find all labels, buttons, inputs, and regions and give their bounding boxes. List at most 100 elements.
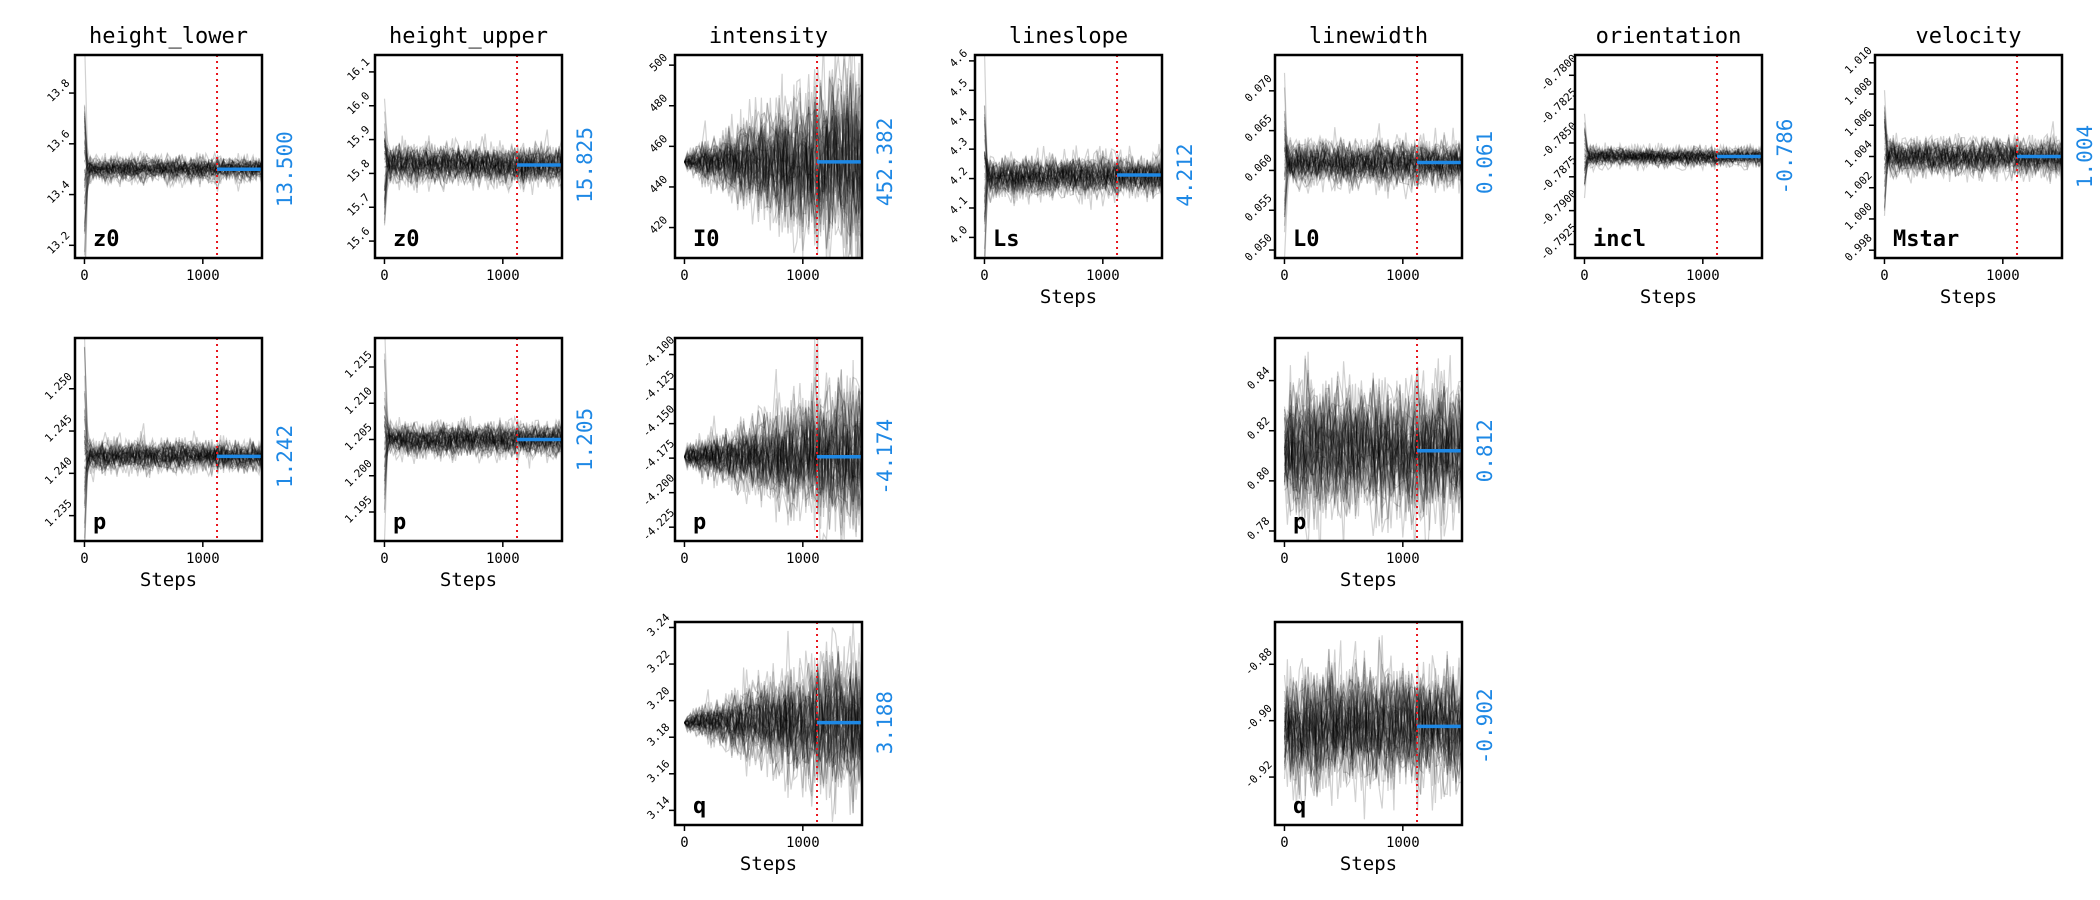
walker-trace	[83, 117, 262, 188]
walker-trace	[683, 391, 862, 513]
walker-trace	[1283, 380, 1462, 494]
walker-trace	[684, 660, 862, 795]
walker-trace	[684, 422, 862, 541]
walker-trace	[383, 423, 562, 460]
median-value-label: 1.242	[273, 425, 297, 488]
column-title: orientation	[1596, 24, 1742, 49]
walker-trace	[983, 160, 1162, 199]
walker-trace	[684, 695, 862, 815]
walker-trace	[1583, 144, 1762, 167]
walker-trace	[1284, 137, 1462, 184]
walker-trace	[1283, 358, 1462, 491]
walker-trace	[383, 143, 562, 221]
median-value-label: -4.174	[873, 419, 897, 495]
walker-trace	[83, 440, 262, 472]
walker-trace	[83, 150, 262, 181]
walker-trace	[83, 153, 262, 227]
param-label: Ls	[993, 227, 1020, 252]
walker-trace	[1283, 372, 1462, 517]
walker-trace	[1883, 118, 2062, 166]
walker-trace	[383, 423, 562, 513]
walker-trace	[83, 158, 262, 253]
walker-trace	[684, 635, 862, 737]
param-label: z0	[393, 227, 420, 252]
walker-trace	[683, 381, 862, 492]
walker-trace	[1283, 382, 1462, 495]
walker-trace	[683, 415, 862, 508]
walker-trace	[1283, 662, 1462, 778]
walker-trace	[684, 667, 862, 769]
walker-trace	[83, 443, 262, 473]
walker-trace	[683, 666, 862, 748]
walker-trace	[383, 111, 562, 188]
walker-trace	[1884, 139, 2062, 171]
median-value-label: 15.825	[573, 127, 597, 203]
walker-trace	[1283, 140, 1462, 182]
walker-trace	[383, 420, 562, 461]
walker-trace	[684, 368, 862, 483]
walker-trace	[383, 145, 562, 183]
column-title: height_upper	[389, 24, 548, 49]
walker-trace	[83, 437, 262, 491]
walker-trace	[983, 157, 1162, 221]
walker-trace	[983, 152, 1162, 193]
walker-trace	[1883, 110, 2062, 182]
walker-trace	[1283, 640, 1462, 780]
walker-trace	[1283, 366, 1462, 494]
walker-trace	[1283, 135, 1462, 186]
walker-trace	[1284, 666, 1462, 779]
walker-trace	[684, 667, 862, 768]
walker-trace	[85, 161, 262, 258]
walker-trace	[83, 139, 262, 177]
walker-trace	[684, 399, 862, 484]
walker-trace	[1283, 394, 1462, 499]
walker-trace	[684, 134, 862, 258]
walker-trace	[1283, 134, 1462, 186]
walker-trace	[83, 439, 262, 472]
walker-trace	[684, 670, 862, 783]
walker-trace	[383, 425, 562, 477]
param-label: Mstar	[1893, 227, 1959, 252]
walker-trace	[83, 152, 262, 181]
walker-trace	[684, 62, 862, 211]
walker-trace	[1884, 140, 2062, 175]
x-tick-label: 1000	[486, 268, 520, 284]
walker-trace	[1583, 139, 1762, 166]
walker-traces	[1283, 635, 1462, 820]
walker-trace	[1883, 144, 2062, 178]
walker-trace	[983, 105, 1162, 191]
walker-trace	[684, 669, 862, 782]
walker-trace	[1283, 132, 1462, 177]
walker-trace	[684, 116, 862, 231]
walker-trace	[1584, 145, 1762, 167]
walker-trace	[83, 439, 262, 477]
walker-trace	[684, 672, 862, 763]
walker-trace	[1283, 143, 1462, 189]
walker-trace	[1883, 121, 2062, 172]
x-axis-label: Steps	[740, 853, 797, 875]
walker-trace	[683, 390, 862, 523]
walker-trace	[683, 79, 862, 229]
x-tick-label: 1000	[486, 551, 520, 567]
walker-trace	[683, 75, 862, 254]
walker-trace	[83, 437, 262, 492]
walker-trace	[684, 120, 862, 258]
walker-trace	[1884, 145, 2062, 184]
axes-frame	[673, 53, 864, 260]
walker-trace	[1283, 662, 1462, 790]
walker-trace	[983, 143, 1162, 196]
walker-trace	[1583, 145, 1762, 181]
walker-trace	[383, 98, 562, 188]
walker-trace	[983, 151, 1162, 225]
walker-trace	[383, 417, 562, 451]
x-tick-label: 1000	[1986, 268, 2020, 284]
walker-trace	[683, 372, 862, 496]
walker-trace	[683, 661, 862, 780]
walker-trace	[1583, 145, 1762, 172]
x-tick-label: 0	[680, 268, 688, 284]
x-tick-label: 1000	[1686, 268, 1720, 284]
axes-frame	[1573, 53, 1764, 260]
x-axis-label: Steps	[1640, 286, 1697, 308]
